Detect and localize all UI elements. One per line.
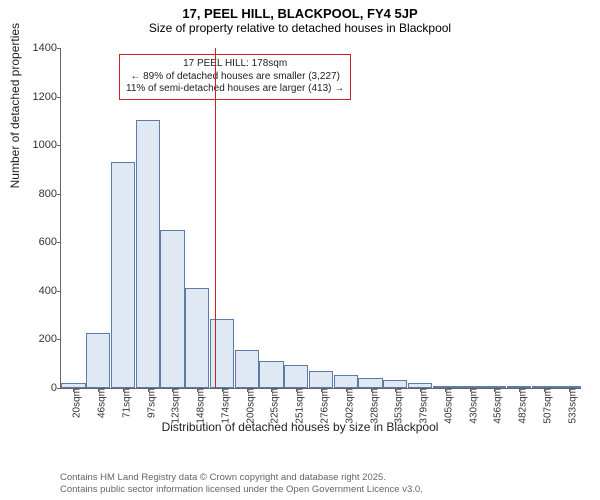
histogram-bar xyxy=(86,333,110,388)
x-tick-label: 430sqm xyxy=(466,388,479,424)
histogram-bar xyxy=(185,288,209,388)
y-tick-label: 800 xyxy=(22,188,61,200)
x-axis-label: Distribution of detached houses by size … xyxy=(0,420,600,434)
y-tick-label: 1400 xyxy=(22,42,61,54)
footer-line: Contains public sector information licen… xyxy=(60,484,423,496)
plot-area: 17 PEEL HILL: 178sqm ← 89% of detached h… xyxy=(60,48,581,389)
x-tick-label: 353sqm xyxy=(392,388,405,424)
x-tick-label: 174sqm xyxy=(218,388,231,424)
histogram-bar xyxy=(259,361,283,388)
x-tick-label: 148sqm xyxy=(194,388,207,424)
reference-line xyxy=(215,48,216,388)
histogram-bar xyxy=(334,375,358,388)
x-tick-label: 123sqm xyxy=(169,388,182,424)
histogram-bar xyxy=(160,230,184,388)
x-tick-label: 302sqm xyxy=(342,388,355,424)
chart-title-main: 17, PEEL HILL, BLACKPOOL, FY4 5JP xyxy=(0,0,600,21)
histogram-bar xyxy=(358,378,382,388)
attribution-footer: Contains HM Land Registry data © Crown c… xyxy=(60,472,423,496)
x-tick-label: 225sqm xyxy=(268,388,281,424)
histogram-bar xyxy=(210,319,234,388)
y-tick-label: 200 xyxy=(22,333,61,345)
x-tick-label: 276sqm xyxy=(318,388,331,424)
y-tick-label: 400 xyxy=(22,285,61,297)
histogram-bar xyxy=(383,380,407,389)
histogram-bar xyxy=(284,365,308,388)
annotation-box: 17 PEEL HILL: 178sqm ← 89% of detached h… xyxy=(119,54,351,100)
annotation-line: 17 PEEL HILL: 178sqm xyxy=(126,58,344,71)
histogram-bar xyxy=(309,371,333,388)
x-tick-label: 456sqm xyxy=(491,388,504,424)
histogram-bar xyxy=(136,120,160,388)
x-tick-label: 379sqm xyxy=(417,388,430,424)
chart-container: Number of detached properties 17 PEEL HI… xyxy=(0,38,600,438)
y-tick-label: 1000 xyxy=(22,139,61,151)
histogram-bar xyxy=(235,350,259,388)
y-tick-label: 1200 xyxy=(22,91,61,103)
y-tick-label: 600 xyxy=(22,236,61,248)
chart-title-sub: Size of property relative to detached ho… xyxy=(0,21,600,39)
y-tick-label: 0 xyxy=(22,382,61,394)
x-tick-label: 46sqm xyxy=(95,388,108,418)
x-tick-label: 533sqm xyxy=(565,388,578,424)
annotation-line: 11% of semi-detached houses are larger (… xyxy=(126,83,344,96)
x-tick-label: 251sqm xyxy=(293,388,306,424)
x-tick-label: 482sqm xyxy=(516,388,529,424)
annotation-line: ← 89% of detached houses are smaller (3,… xyxy=(126,71,344,84)
x-tick-label: 20sqm xyxy=(70,388,83,418)
x-tick-label: 328sqm xyxy=(367,388,380,424)
x-tick-label: 200sqm xyxy=(243,388,256,424)
x-tick-label: 507sqm xyxy=(540,388,553,424)
y-axis-label: Number of detached properties xyxy=(8,23,22,188)
histogram-bar xyxy=(111,162,135,388)
footer-line: Contains HM Land Registry data © Crown c… xyxy=(60,472,423,484)
x-tick-label: 405sqm xyxy=(441,388,454,424)
x-tick-label: 71sqm xyxy=(119,388,132,418)
x-tick-label: 97sqm xyxy=(144,388,157,418)
